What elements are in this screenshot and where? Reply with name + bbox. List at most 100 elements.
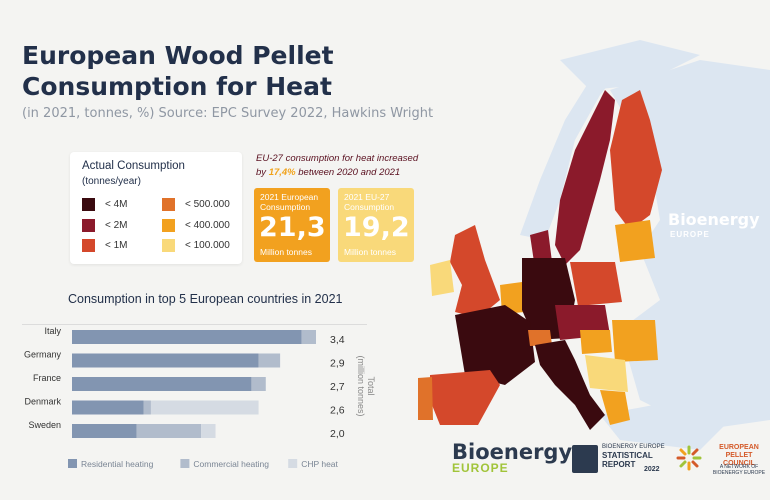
legend-swatch [162,239,175,252]
map-country-norway [520,70,620,240]
stat-card-eu27: 2021 EU-27 Consumption 19,2 Million tonn… [338,188,414,262]
legend-swatch [82,239,95,252]
stat-unit: Million tonnes [344,247,396,257]
map-country-spain [430,370,500,425]
series-legend-swatch [68,459,77,468]
map-country-denmark [530,230,552,262]
map-country-finland [610,90,662,230]
legend-item: < 100.000 [162,239,230,252]
stat-value: 19,2 [343,212,410,243]
map-country-portugal [418,377,433,420]
map-country-france [455,305,535,385]
bar-segment [72,400,144,415]
legend-item: < 4M [82,198,128,211]
watermark-sub: EUROPE [670,230,710,239]
report-logo-year: 2022 [644,466,660,473]
category-label: Germany [24,350,62,360]
report-logo-icon [572,445,598,473]
growth-note: EU-27 consumption for heat increased by … [256,152,446,180]
total-label: 2,0 [330,428,345,440]
europe-map [418,40,770,450]
bar-segment [201,424,216,438]
category-label: France [33,373,61,383]
map-country-sweden [555,90,615,265]
legend-swatch [82,198,95,211]
map-land-other-north [560,40,700,90]
note-rest: between 2020 and 2021 [298,167,401,178]
pellet-council-logo-sub: A NETWORK OF BIOENERGY EUROPE [712,464,766,476]
map-land-other-south [600,400,730,450]
map-country-poland [570,262,622,306]
map-country-ireland [430,260,454,296]
pellet-council-logo-icon [676,445,702,471]
series-legend-label: Commercial heating [193,459,269,469]
map-country-italy [535,340,605,430]
bar-segment [150,400,259,415]
bioenergy-logo: Bioenergy [452,440,573,464]
page-title: European Wood Pellet Consumption for Hea… [22,41,334,101]
pellet-council-logo-text: EUROPEAN PELLET COUNCIL [719,444,759,467]
note-line1: EU-27 consumption for heat increased [256,153,419,164]
series-legend-label: CHP heat [301,459,338,469]
legend-label: < 400.000 [185,220,230,231]
stat-label: 2021 EU-27 Consumption [344,192,395,212]
category-label: Denmark [24,397,61,407]
legend-unit: (tonnes/year) [82,176,141,187]
stat-card-europe: 2021 European Consumption 21,3 Million t… [254,188,330,262]
legend-label: < 100.000 [185,240,230,251]
axis-label-line: Total [366,376,376,395]
report-logo-small: BIOENERGY EUROPE [602,444,665,450]
axis-label: Total(million tonnes) [356,355,376,416]
series-legend-label: Residential heating [81,459,154,469]
legend-item: < 1M [82,239,128,252]
map-country-switzerland [528,330,552,346]
legend-swatch [162,219,175,232]
legend-label: < 4M [105,199,128,210]
bar-segment [251,377,266,391]
bar-segment [72,353,259,368]
legend-label: < 500.000 [185,199,230,210]
report-logo-main: STATISTICAL REPORT [602,451,653,469]
watermark-brand: Bioenergy [668,210,760,229]
bar-segment [301,330,316,344]
note-by: by [256,167,267,178]
category-label: Sweden [28,420,61,430]
bar-segment [72,424,137,438]
legend-swatch [162,198,175,211]
axis-label-line: (million tonnes) [356,355,366,416]
total-label: 2,9 [330,358,345,370]
series-legend-swatch [180,459,190,468]
map-country-hungary [580,330,612,354]
map-country-balkans [585,355,628,392]
bar-segment [72,330,302,344]
total-label: 2,7 [330,381,345,393]
bar-segment [258,353,281,368]
legend-title: Actual Consumption [82,160,185,172]
bioenergy-logo-sub: EUROPE [452,461,509,475]
map-legend: Actual Consumption (tonnes/year) < 4M < … [70,152,242,264]
map-country-romania [612,320,658,362]
total-label: 2,6 [330,405,345,417]
bar-segment [143,400,151,415]
page-subtitle: (in 2021, tonnes, %) Source: EPC Survey … [22,106,434,121]
note-pct: 17,4% [268,167,296,178]
category-label: Italy [44,326,61,336]
stat-unit: Million tonnes [260,247,312,257]
stat-value: 21,3 [259,212,326,243]
stacked-bar-chart: Italy 3,4 Germany 2,9 France 2,7 Denmark 2,6 Swe… [24,326,376,469]
chart-title: Consumption in top 5 European countries … [68,292,343,306]
map-country-greece [600,390,630,425]
legend-item: < 400.000 [162,219,230,232]
legend-item: < 2M [82,219,128,232]
stat-label: 2021 European Consumption [260,192,319,212]
total-label: 3,4 [330,334,345,346]
chart-divider [22,324,367,325]
map-country-baltics [615,220,655,262]
map-country-uk [450,225,500,318]
legend-label: < 2M [105,220,128,231]
bar-segment [72,377,252,391]
bar-segment [136,424,202,438]
series-legend-swatch [288,459,298,468]
legend-label: < 1M [105,240,128,251]
legend-item: < 500.000 [162,198,230,211]
